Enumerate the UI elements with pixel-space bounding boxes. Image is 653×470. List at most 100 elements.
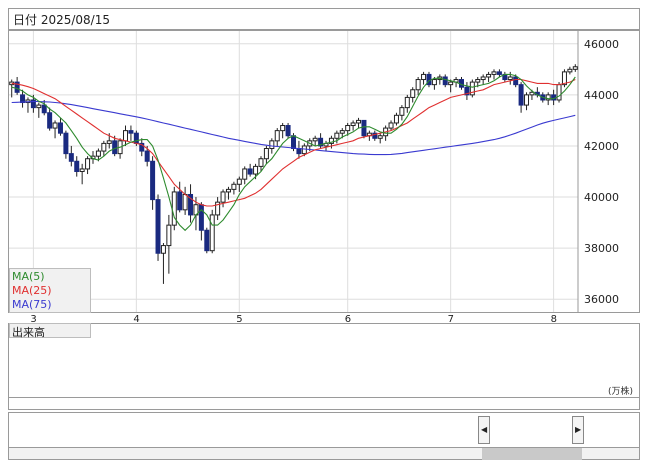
candle-body [198, 204, 204, 231]
candle-body [350, 122, 356, 127]
candle-body [469, 81, 475, 96]
candle-body [150, 160, 156, 201]
candle-body [421, 73, 427, 81]
price-tick-label: 44000 [584, 89, 619, 102]
candle-body [247, 168, 253, 175]
navigator-right-handle[interactable]: ▶ [572, 416, 584, 444]
candle-body [475, 79, 481, 83]
date-label: 日付 2025/08/15 [13, 13, 110, 27]
candle-body [486, 73, 492, 78]
candle-body [496, 71, 502, 75]
candle-body [274, 130, 280, 142]
ma-legend: MA(5) MA(25) MA(75) [9, 268, 91, 313]
legend-ma25: MA(25) [12, 284, 52, 297]
chevron-right-icon: ▶ [575, 425, 582, 434]
price-tick-label: 38000 [584, 242, 619, 255]
candle-body [334, 132, 340, 139]
candle-body [291, 135, 296, 150]
candle-body [567, 68, 573, 73]
price-tick-label: 42000 [584, 140, 619, 153]
ma75-line [11, 100, 576, 156]
candle-body [480, 76, 486, 81]
candle-body [128, 130, 134, 134]
candle-body [177, 191, 183, 211]
navigator-left-handle[interactable]: ◀ [478, 416, 490, 444]
candle-body [448, 81, 454, 86]
candle-body [377, 135, 383, 139]
volume-unit: (万株) [608, 387, 634, 397]
candle-body [561, 71, 567, 86]
candle-body [74, 160, 80, 172]
candle-body [253, 165, 259, 175]
candle-body [225, 188, 231, 193]
candle-body [242, 168, 248, 180]
candle-body [263, 148, 269, 160]
candle-body [318, 137, 324, 147]
candle-body [231, 183, 237, 190]
month-tick-label: 6 [345, 314, 351, 325]
candle-body [20, 94, 26, 104]
candle-body [545, 94, 551, 101]
candle-body [220, 191, 226, 203]
legend-ma5: MA(5) [12, 270, 45, 283]
candle-body [513, 76, 519, 86]
volume-label-box: 出来高 [9, 323, 91, 339]
candle-body [301, 145, 307, 155]
month-tick-label: 5 [236, 314, 242, 325]
candle-body [361, 119, 367, 137]
navigator-scroll-thumb[interactable] [482, 448, 582, 460]
candle-body [95, 150, 101, 157]
candle-body [372, 132, 378, 139]
candle-body [518, 84, 524, 106]
month-tick-label: 4 [133, 314, 139, 325]
candle-body [41, 104, 47, 114]
candle-body [85, 158, 91, 170]
candle-body [388, 122, 394, 129]
candle-body [285, 125, 291, 137]
candle-body [258, 158, 264, 167]
candle-body [312, 137, 318, 142]
range-navigator[interactable] [8, 412, 640, 448]
candle-body [57, 122, 63, 134]
month-tick-label: 7 [448, 314, 454, 325]
candle-body [280, 125, 286, 132]
candle-body [63, 132, 69, 155]
candle-body [139, 142, 145, 152]
candle-body [431, 79, 437, 86]
candle-body [14, 81, 20, 93]
candle-body [507, 76, 513, 81]
candle-body [209, 214, 215, 252]
candle-body [491, 71, 497, 75]
candle-body [296, 148, 302, 155]
candle-body [79, 168, 85, 172]
month-tick-label: 3 [30, 314, 36, 325]
candle-body [524, 94, 530, 106]
date-header [8, 8, 640, 30]
volume-label: 出来高 [12, 326, 45, 339]
candle-body [415, 79, 421, 91]
candle-body [572, 66, 578, 70]
candle-body [112, 140, 118, 155]
candle-body [215, 201, 221, 216]
candle-body [269, 140, 275, 150]
candle-body [155, 199, 161, 254]
candle-body [328, 137, 334, 144]
date-axis-panel [8, 398, 640, 410]
candle-body [144, 150, 150, 162]
ma5-line [11, 73, 576, 232]
candle-body [36, 104, 42, 109]
candle-body [236, 178, 242, 185]
ma25-line [11, 78, 576, 207]
candle-body [393, 114, 399, 124]
candle-body [133, 132, 139, 144]
candle-body [339, 130, 345, 134]
candle-body [399, 107, 405, 116]
candle-body [106, 140, 112, 144]
price-tick-label: 36000 [584, 293, 619, 306]
candle-body [188, 193, 194, 216]
candle-body [182, 193, 188, 211]
candle-body [556, 84, 562, 101]
candle-body [204, 229, 210, 252]
month-tick-label: 8 [551, 314, 557, 325]
price-panel [8, 30, 640, 313]
